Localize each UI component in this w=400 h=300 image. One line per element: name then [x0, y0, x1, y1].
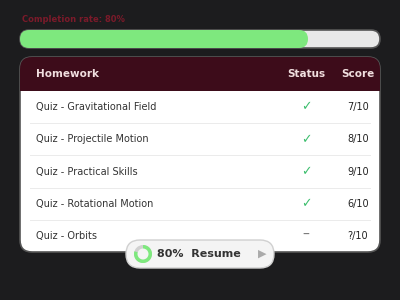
Text: Quiz - Orbits: Quiz - Orbits — [36, 231, 97, 241]
Wedge shape — [134, 245, 152, 263]
Text: ✓: ✓ — [301, 197, 311, 210]
Text: Homework: Homework — [36, 69, 99, 79]
Text: Status: Status — [287, 69, 325, 79]
Text: Score: Score — [341, 69, 375, 79]
Text: 6/10: 6/10 — [347, 199, 369, 209]
FancyBboxPatch shape — [20, 30, 308, 48]
Text: 7/10: 7/10 — [347, 102, 369, 112]
Text: Quiz - Practical Skills: Quiz - Practical Skills — [36, 167, 138, 176]
Text: Completion rate: 80%: Completion rate: 80% — [22, 15, 125, 24]
Text: ?/10: ?/10 — [348, 231, 368, 241]
Text: 80%  Resume: 80% Resume — [157, 249, 241, 259]
FancyBboxPatch shape — [20, 30, 380, 48]
Text: ✓: ✓ — [301, 133, 311, 146]
Text: ✓: ✓ — [301, 165, 311, 178]
Text: 8/10: 8/10 — [347, 134, 369, 144]
Text: ✓: ✓ — [301, 100, 311, 114]
Text: Quiz - Rotational Motion: Quiz - Rotational Motion — [36, 199, 153, 209]
Text: –: – — [302, 228, 310, 242]
Text: Quiz - Gravitational Field: Quiz - Gravitational Field — [36, 102, 156, 112]
FancyBboxPatch shape — [126, 240, 274, 268]
FancyBboxPatch shape — [20, 57, 380, 91]
Text: ▶: ▶ — [258, 249, 266, 259]
FancyBboxPatch shape — [20, 57, 380, 252]
Text: Quiz - Projectile Motion: Quiz - Projectile Motion — [36, 134, 149, 144]
FancyBboxPatch shape — [20, 74, 380, 91]
Circle shape — [138, 248, 148, 260]
Circle shape — [134, 245, 152, 263]
Text: 9/10: 9/10 — [347, 167, 369, 176]
